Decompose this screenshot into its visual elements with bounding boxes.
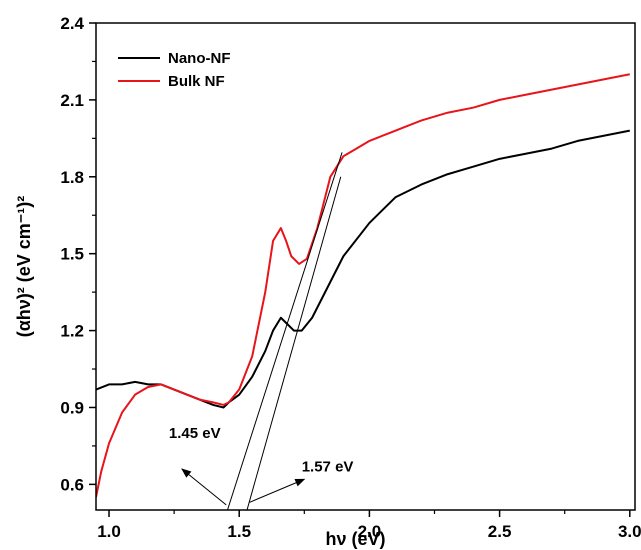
y-tick-label: 0.9 <box>60 398 84 417</box>
tangent-line-2 <box>246 176 342 510</box>
x-tick-label: 3.0 <box>618 522 641 541</box>
y-tick-label: 0.6 <box>60 475 84 494</box>
y-axis-title: (αhν)² (eV cm⁻¹)² <box>14 196 34 338</box>
y-tick-label: 1.8 <box>60 168 84 187</box>
y-tick-label: 1.2 <box>60 322 84 341</box>
x-axis-title: hν (eV) <box>325 529 385 549</box>
annotation-group: 1.45 eV 1.57 eV <box>169 152 354 510</box>
series-group <box>96 73 630 498</box>
series-line-nano-nf <box>96 129 630 409</box>
legend-label: Bulk NF <box>168 73 225 90</box>
tangent-line-1 <box>227 152 343 510</box>
y-tick-label: 2.1 <box>60 91 84 110</box>
annotation-label-1: 1.45 eV <box>169 425 221 442</box>
x-tick-label: 1.0 <box>97 522 121 541</box>
y-tick-label: 2.4 <box>60 14 84 33</box>
y-tick-label: 1.5 <box>60 245 84 264</box>
x-tick-label: 2.0 <box>358 522 382 541</box>
annotation-arrow-1 <box>181 468 227 506</box>
axes: 1.0 1.5 2.0 2.5 3.0 0.6 0.9 1.2 1.5 1.8 2.1 2.4 hν (… <box>14 14 641 549</box>
plot-frame <box>95 22 636 511</box>
x-tick-label: 1.5 <box>227 522 251 541</box>
annotation-arrow-2 <box>249 478 306 503</box>
legend: Nano-NF Bulk NF <box>118 50 231 90</box>
series-line-bulk-nf <box>96 73 630 498</box>
x-tick-label: 2.5 <box>488 522 512 541</box>
legend-label: Nano-NF <box>168 50 231 67</box>
annotation-label-2: 1.57 eV <box>302 459 354 476</box>
